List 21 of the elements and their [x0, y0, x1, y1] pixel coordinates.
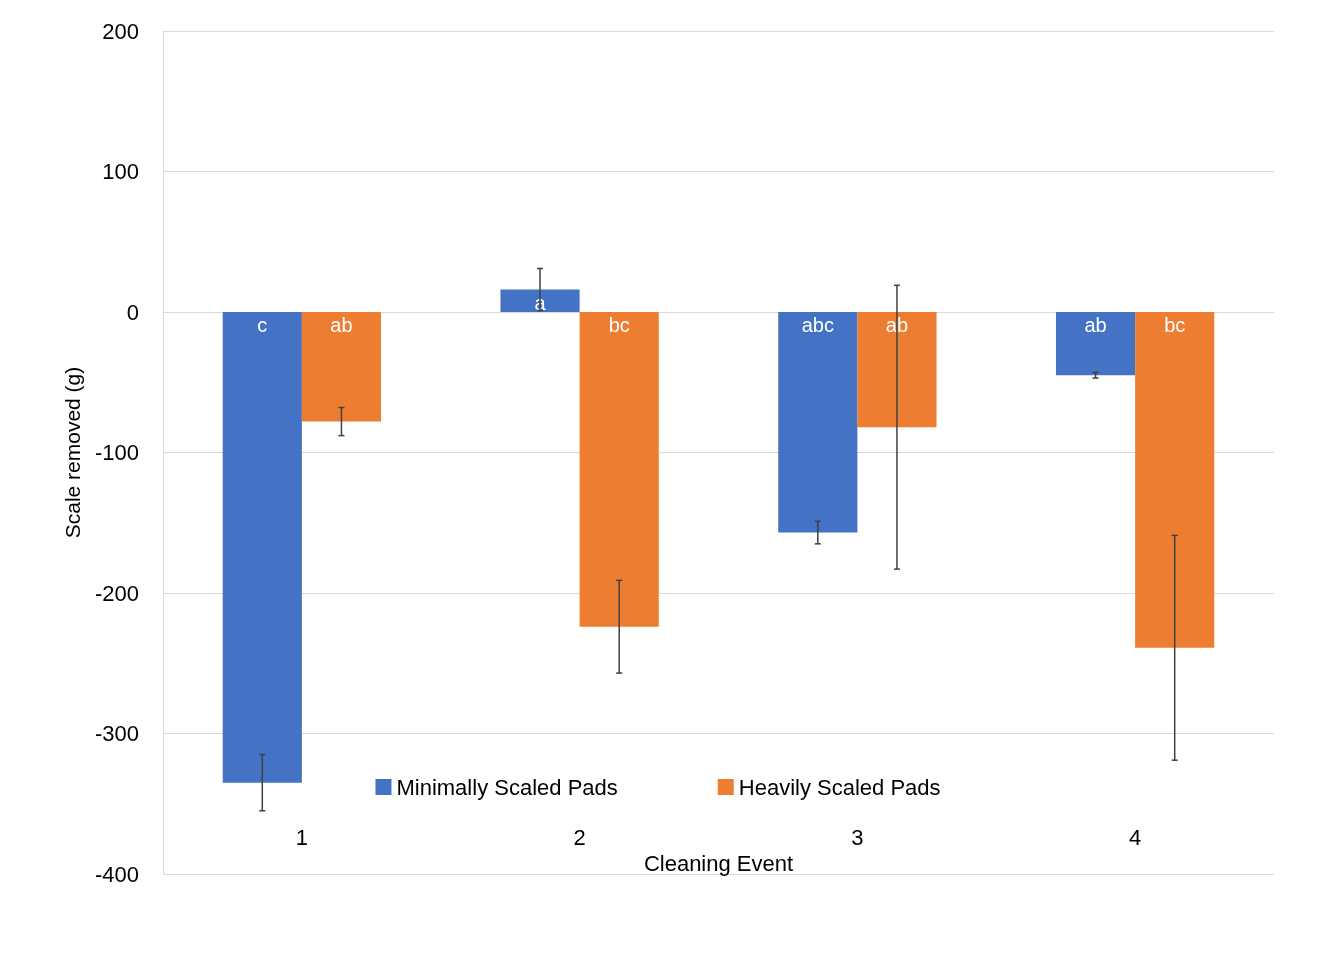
x-axis-title: Cleaning Event: [643, 851, 794, 877]
data-label: c: [257, 314, 268, 336]
y-tick-label: 0: [126, 299, 139, 325]
data-label: ab: [1084, 314, 1107, 336]
y-tick-label: -300: [94, 721, 139, 746]
y-tick-label: 100: [102, 159, 139, 184]
y-tick-label: -100: [94, 440, 139, 465]
data-label: abc: [801, 314, 834, 336]
data-label: bc: [608, 314, 630, 336]
data-label: bc: [1164, 314, 1186, 336]
x-tick-label: 4: [1129, 824, 1142, 850]
x-tick-label: 2: [573, 824, 586, 850]
x-tick-label: 1: [295, 824, 308, 850]
y-axis-title: Scale removed (g): [61, 366, 84, 539]
y-tick-label: 200: [102, 18, 139, 44]
legend-label: Heavily Scaled Pads: [738, 774, 941, 800]
legend-label: Minimally Scaled Pads: [396, 774, 618, 800]
data-label: ab: [330, 314, 353, 336]
y-tick-label: -200: [94, 580, 139, 606]
y-tick-label: -400: [94, 861, 139, 887]
x-tick-label: 3: [851, 824, 864, 850]
